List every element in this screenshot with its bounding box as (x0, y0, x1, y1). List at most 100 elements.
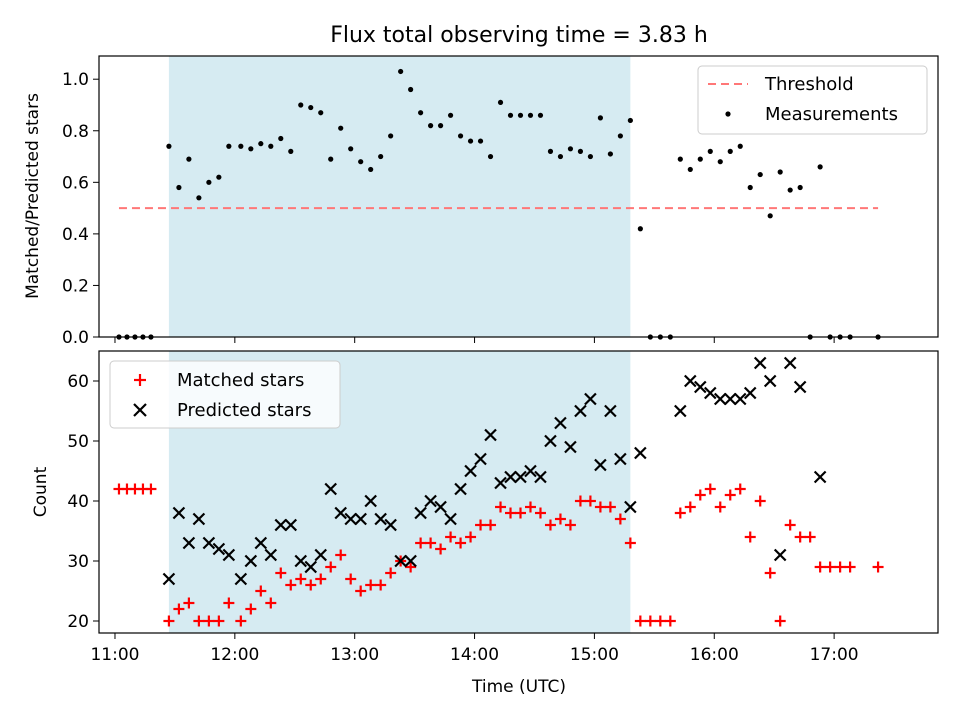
matched-star-point (664, 615, 676, 627)
x-tick-label: 16:00 (690, 645, 739, 665)
matched-star-point (584, 495, 596, 507)
predicted-star-point (304, 560, 318, 574)
x-tick-label: 15:00 (570, 645, 619, 665)
measurement-point (328, 156, 334, 162)
predicted-star-point (182, 536, 196, 550)
predicted-star-point (162, 572, 176, 586)
predicted-star-point (604, 404, 617, 418)
matched-star-point (455, 537, 467, 549)
measurement-point (196, 195, 202, 201)
measurement-point (216, 174, 222, 180)
measurement-point (797, 184, 803, 191)
predicted-star-point (454, 482, 467, 496)
predicted-star-point (324, 482, 338, 496)
bottom-y-tick-label: 60 (67, 372, 89, 392)
matched-star-point (415, 537, 427, 549)
matched-star-point (872, 561, 884, 573)
measurement-point (166, 143, 172, 149)
predicted-star-point (444, 512, 457, 526)
top-x-ticks (114, 337, 835, 343)
measurement-point (308, 104, 314, 111)
predicted-star-point (234, 572, 248, 586)
predicted-star-point (222, 548, 236, 562)
measurement-point (787, 187, 793, 193)
matched-star-point (794, 531, 806, 543)
predicted-star-point (713, 392, 727, 406)
matched-star-point (634, 615, 646, 627)
matched-star-point (505, 507, 517, 519)
legend-predicted-swatch (133, 403, 147, 417)
top-y-tick-label: 0.8 (62, 122, 89, 142)
matched-stars-points (113, 483, 884, 627)
measurement-point (467, 138, 474, 144)
matched-star-point (183, 597, 195, 609)
predicted-star-point (464, 464, 477, 478)
measurement-point (737, 143, 743, 149)
bottom-panel: 20 30 40 50 60 11:00 12:00 13:00 14:00 15:00 16:0… (31, 350, 939, 697)
matched-star-point (574, 495, 586, 507)
predicted-star-point (574, 404, 587, 418)
predicted-star-point (202, 536, 216, 550)
bottom-axes-frame (98, 350, 939, 634)
measurement-point (507, 112, 514, 118)
matched-star-point (203, 615, 215, 627)
matched-star-point (774, 615, 786, 627)
predicted-star-point (773, 548, 787, 562)
bottom-legend-box (109, 360, 341, 429)
top-y-axis-label: Matched/Predicted stars (23, 93, 43, 299)
matched-star-point (475, 519, 487, 531)
measurement-points (116, 68, 881, 340)
measurement-point (587, 153, 594, 160)
measurement-point (597, 115, 604, 121)
measurement-point (428, 123, 434, 129)
predicted-star-point (524, 464, 537, 478)
predicted-star-point (494, 476, 507, 490)
top-y-tick-label: 1.0 (62, 70, 89, 90)
matched-star-point (784, 519, 796, 531)
matched-star-point (674, 507, 686, 519)
measurement-point (487, 153, 494, 160)
top-panel: 0.0 0.2 0.4 0.6 0.8 1.0 Matched/Predicted sta… (23, 55, 939, 348)
predicted-star-point (212, 542, 226, 556)
matched-star-point (684, 501, 696, 513)
measurement-point (477, 138, 484, 144)
matched-star-point (305, 579, 317, 591)
bottom-x-ticks: 11:00 12:00 13:00 14:00 15:00 16:00 17:00 (90, 633, 859, 665)
matched-star-point (734, 483, 746, 495)
measurement-point (248, 146, 254, 152)
measurement-point (517, 112, 524, 118)
matched-star-point (524, 501, 536, 513)
predicted-star-point (244, 554, 258, 568)
top-legend-box (697, 65, 928, 135)
measurement-point (677, 156, 683, 162)
predicted-star-point (733, 392, 747, 406)
measurement-point (298, 102, 304, 108)
matched-star-point (285, 579, 297, 591)
measurement-point (176, 184, 182, 191)
matched-star-point (644, 615, 656, 627)
matched-star-point (223, 597, 235, 609)
matched-star-point (435, 543, 447, 555)
matched-star-point (235, 615, 247, 627)
measurement-point (206, 179, 212, 185)
matched-star-point (804, 531, 816, 543)
legend-matched-label: Matched stars (177, 370, 304, 391)
measurement-point (697, 156, 703, 162)
matched-star-point (624, 537, 636, 549)
matched-star-point (754, 495, 766, 507)
measurement-point (268, 143, 274, 149)
matched-star-point (614, 513, 626, 525)
x-tick-label: 13:00 (330, 645, 379, 665)
matched-star-point (355, 585, 367, 597)
matched-star-point (764, 567, 776, 579)
matched-star-point (814, 561, 826, 573)
predicted-star-point (703, 386, 717, 400)
top-y-ticks: 0.0 0.2 0.4 0.6 0.8 1.0 (62, 70, 99, 348)
legend-threshold-label: Threshold (764, 74, 854, 95)
matched-star-point (275, 567, 287, 579)
predicted-star-point (634, 446, 647, 460)
matched-star-point (265, 597, 277, 609)
matched-star-point (834, 561, 846, 573)
measurement-point (447, 112, 454, 118)
bottom-y-tick-label: 50 (67, 432, 89, 452)
